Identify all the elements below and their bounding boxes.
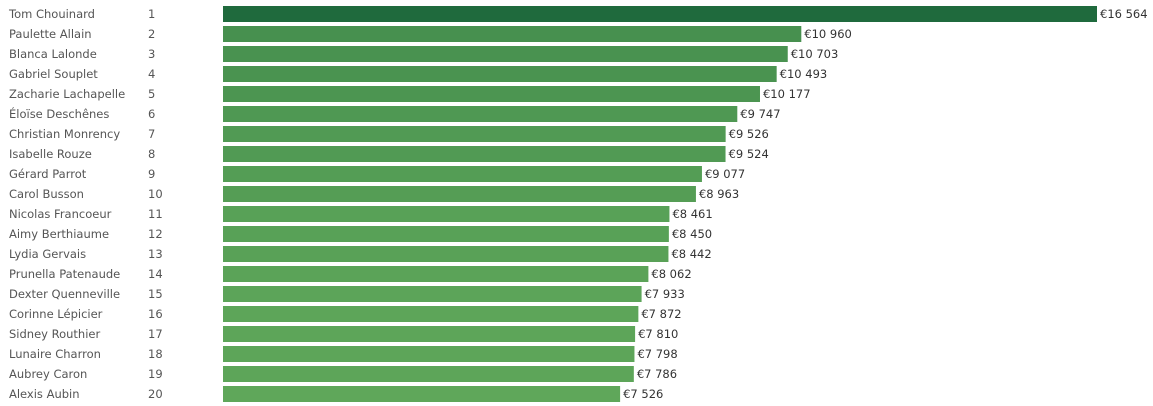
data-label: €10 960 bbox=[804, 27, 852, 41]
data-label: €8 461 bbox=[672, 207, 712, 221]
data-label: €8 963 bbox=[699, 187, 739, 201]
category-label: Lydia Gervais bbox=[9, 247, 86, 261]
bar[interactable] bbox=[223, 26, 802, 42]
bar[interactable] bbox=[223, 106, 738, 122]
rank-label: 8 bbox=[148, 147, 155, 161]
rank-label: 17 bbox=[148, 327, 163, 341]
bar[interactable] bbox=[223, 66, 777, 82]
rank-label: 5 bbox=[148, 87, 155, 101]
bar[interactable] bbox=[223, 146, 726, 162]
data-label: €9 524 bbox=[729, 147, 769, 161]
data-label: €7 933 bbox=[645, 287, 685, 301]
bar[interactable] bbox=[223, 326, 636, 342]
bar[interactable] bbox=[223, 166, 702, 182]
rank-label: 7 bbox=[148, 127, 155, 141]
rank-label: 14 bbox=[148, 267, 163, 281]
bar[interactable] bbox=[223, 366, 634, 382]
data-label: €10 177 bbox=[763, 87, 811, 101]
bar[interactable] bbox=[223, 226, 669, 242]
category-label: Gérard Parrot bbox=[9, 167, 87, 181]
data-label: €7 872 bbox=[641, 307, 681, 321]
rank-label: 1 bbox=[148, 7, 155, 21]
bar[interactable] bbox=[223, 6, 1097, 22]
data-label: €9 077 bbox=[705, 167, 745, 181]
category-label: Corinne Lépicier bbox=[9, 307, 103, 321]
rank-label: 2 bbox=[148, 27, 155, 41]
rank-label: 20 bbox=[148, 387, 163, 401]
bar[interactable] bbox=[223, 126, 726, 142]
data-label: €10 703 bbox=[791, 47, 839, 61]
category-label: Lunaire Charron bbox=[9, 347, 101, 361]
bar[interactable] bbox=[223, 286, 642, 302]
rank-label: 19 bbox=[148, 367, 163, 381]
category-label: Éloïse Deschênes bbox=[9, 106, 109, 121]
category-label: Prunella Patenaude bbox=[9, 267, 120, 281]
bar[interactable] bbox=[223, 266, 649, 282]
category-label: Sidney Routhier bbox=[9, 327, 100, 341]
data-label: €9 747 bbox=[740, 107, 780, 121]
bar[interactable] bbox=[223, 186, 696, 202]
rank-label: 12 bbox=[148, 227, 163, 241]
bar[interactable] bbox=[223, 206, 670, 222]
rank-label: 16 bbox=[148, 307, 163, 321]
rank-label: 11 bbox=[148, 207, 163, 221]
category-label: Paulette Allain bbox=[9, 27, 92, 41]
rank-label: 6 bbox=[148, 107, 155, 121]
category-label: Zacharie Lachapelle bbox=[9, 87, 125, 101]
data-label: €7 786 bbox=[637, 367, 677, 381]
category-label: Alexis Aubin bbox=[9, 387, 80, 401]
data-label: €7 810 bbox=[638, 327, 678, 341]
category-label: Aubrey Caron bbox=[9, 367, 87, 381]
data-label: €8 450 bbox=[672, 227, 712, 241]
rank-label: 15 bbox=[148, 287, 163, 301]
bar[interactable] bbox=[223, 86, 760, 102]
rank-label: 10 bbox=[148, 187, 163, 201]
rank-label: 13 bbox=[148, 247, 163, 261]
category-label: Dexter Quenneville bbox=[9, 287, 120, 301]
data-label: €9 526 bbox=[729, 127, 769, 141]
data-label: €10 493 bbox=[780, 67, 828, 81]
data-label: €7 526 bbox=[623, 387, 663, 401]
rank-label: 3 bbox=[148, 47, 155, 61]
data-label: €16 564 bbox=[1100, 7, 1148, 21]
category-label: Christian Monrency bbox=[9, 127, 120, 141]
category-label: Gabriel Souplet bbox=[9, 67, 98, 81]
rank-label: 4 bbox=[148, 67, 155, 81]
bar[interactable] bbox=[223, 306, 639, 322]
chart-rows: Tom Chouinard 1 €16 564 Paulette Allain 2 €10… bbox=[8, 6, 1148, 402]
category-label: Isabelle Rouze bbox=[9, 147, 92, 161]
bar[interactable] bbox=[223, 46, 788, 62]
bar[interactable] bbox=[223, 346, 635, 362]
data-label: €8 062 bbox=[651, 267, 691, 281]
bar[interactable] bbox=[223, 246, 669, 262]
rank-label: 9 bbox=[148, 167, 155, 181]
data-label: €8 442 bbox=[671, 247, 711, 261]
bar[interactable] bbox=[223, 386, 621, 402]
rank-label: 18 bbox=[148, 347, 163, 361]
category-label: Nicolas Francoeur bbox=[9, 207, 112, 221]
category-label: Aimy Berthiaume bbox=[9, 227, 109, 241]
category-label: Tom Chouinard bbox=[8, 7, 95, 21]
category-label: Blanca Lalonde bbox=[9, 47, 97, 61]
category-label: Carol Busson bbox=[9, 187, 84, 201]
data-label: €7 798 bbox=[637, 347, 677, 361]
